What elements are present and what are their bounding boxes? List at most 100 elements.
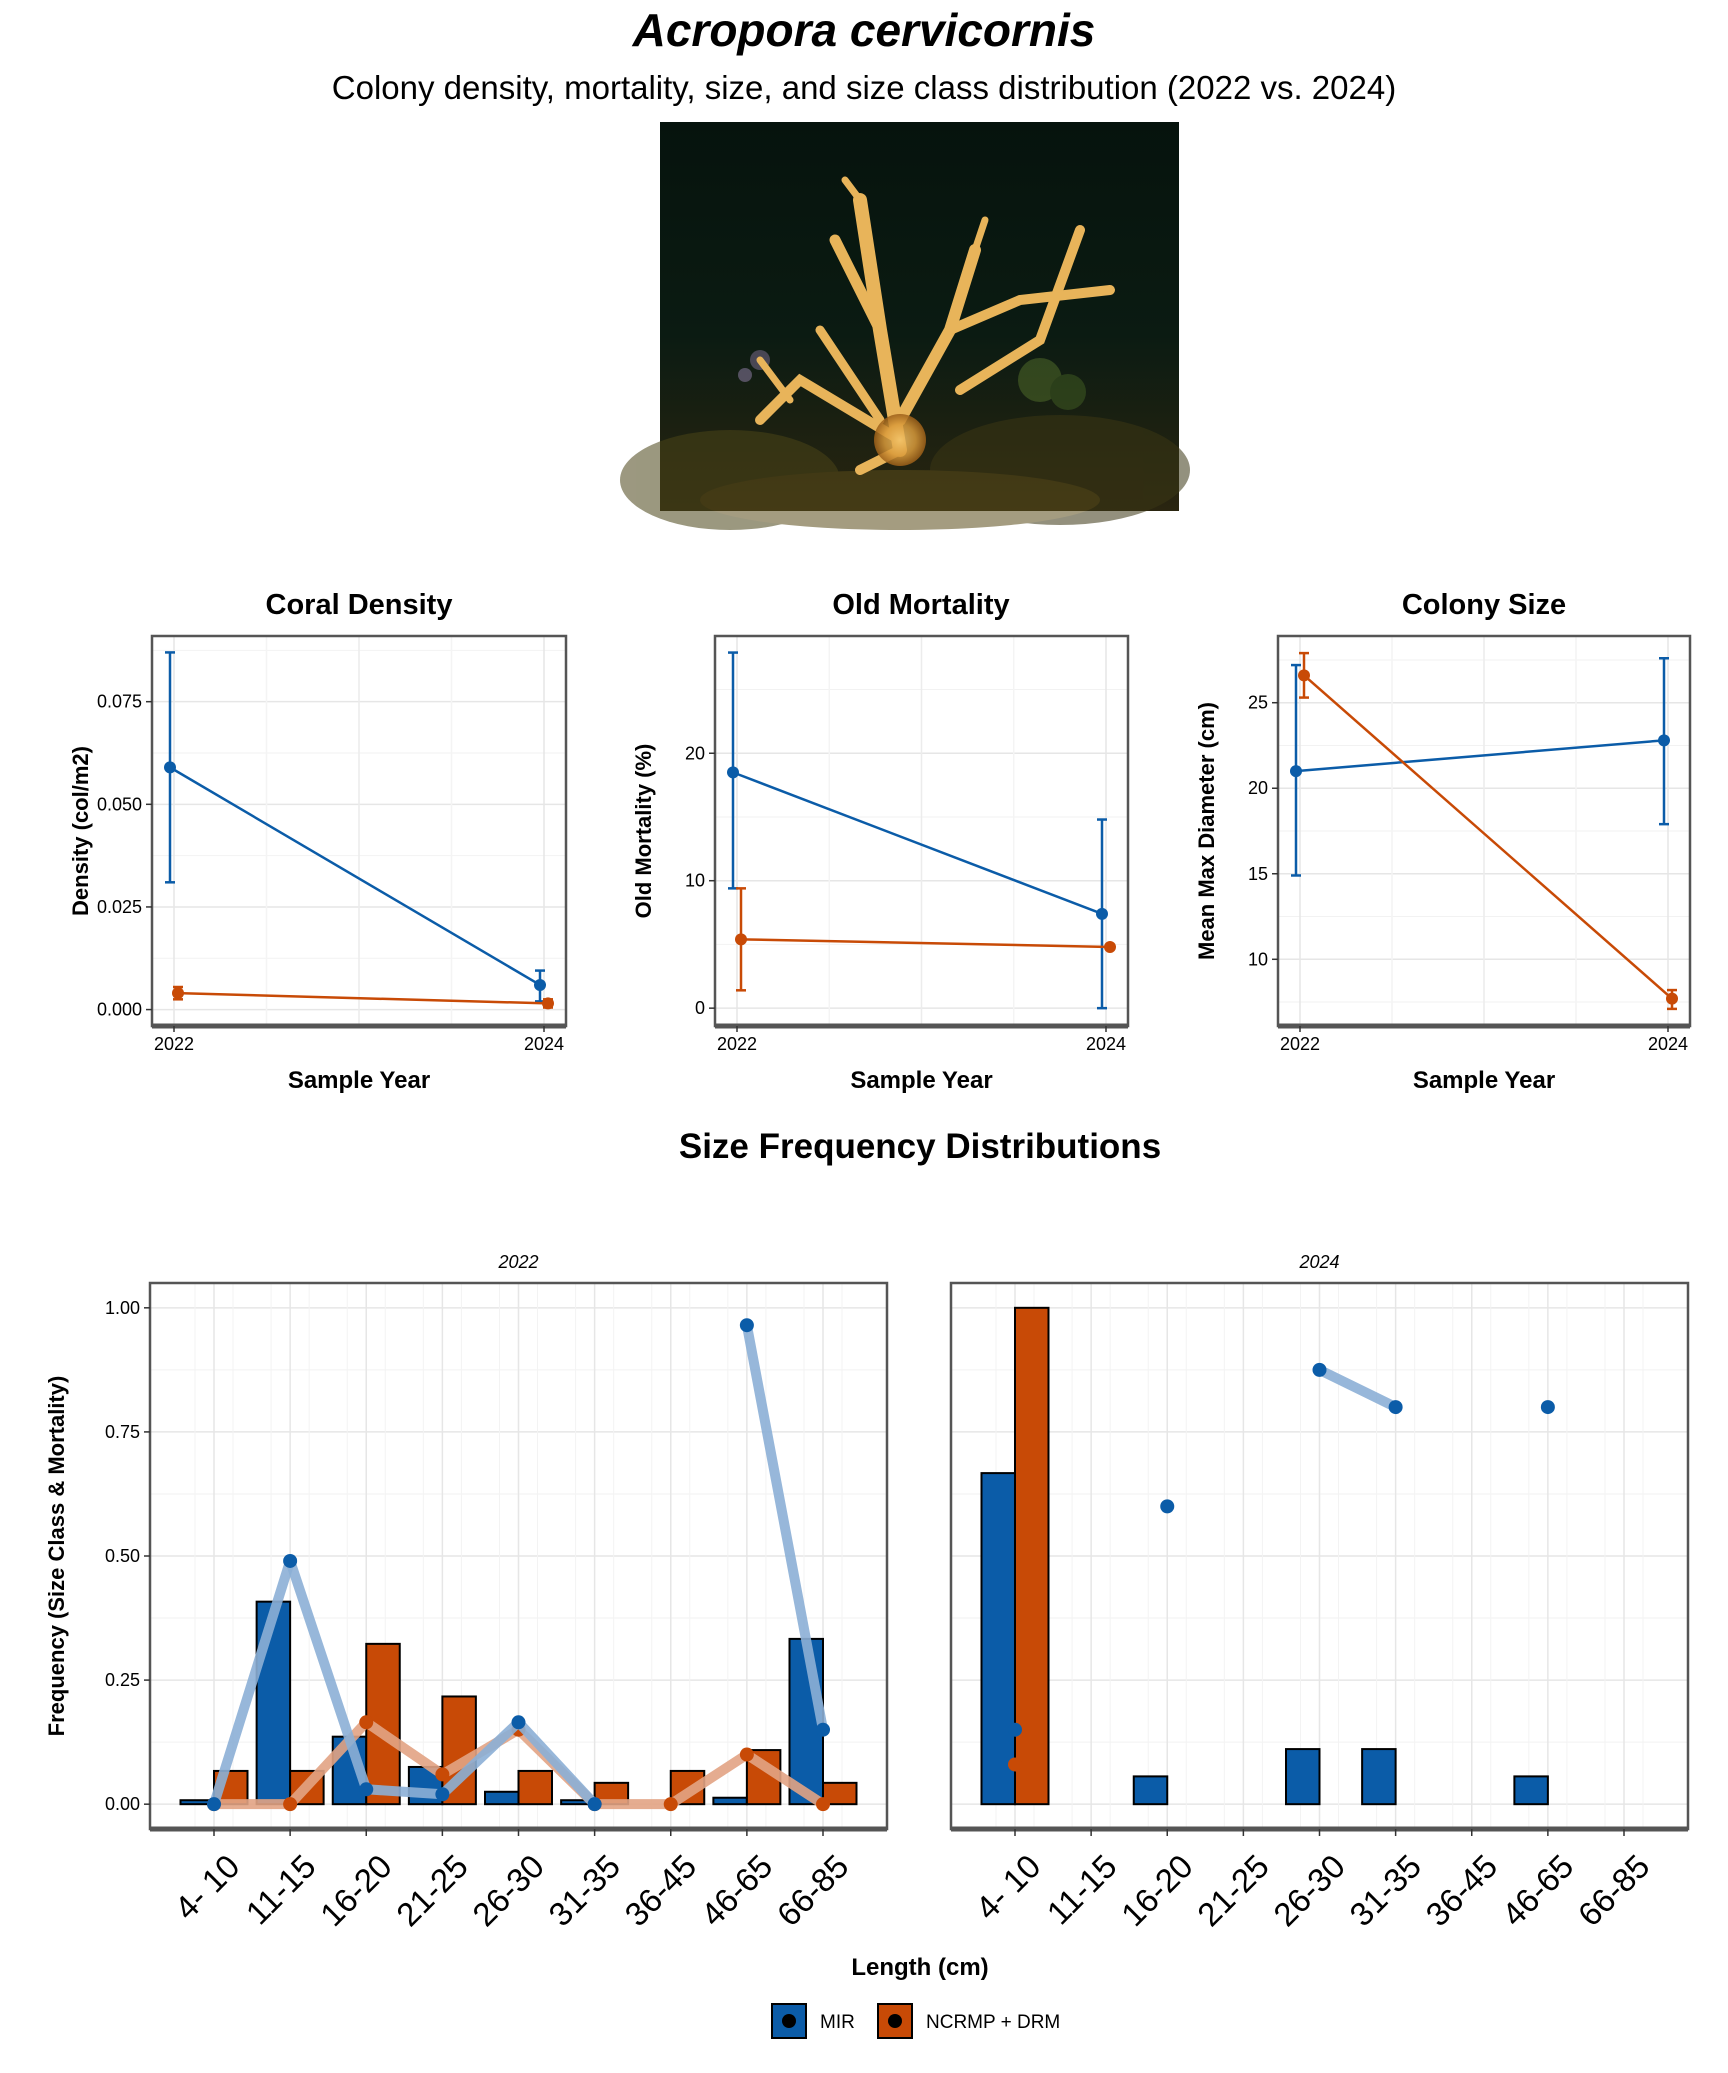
y-tick-label: 0: [695, 998, 705, 1018]
x-tick-label: 4- 10: [167, 1847, 246, 1926]
data-point: [727, 766, 739, 779]
figure-title: Acropora cervicornis: [632, 4, 1096, 56]
data-point: [1096, 907, 1108, 920]
mortality-line-mir: [437, 1717, 524, 1800]
bar-mir: [980, 1472, 1017, 1806]
data-point: [735, 933, 747, 946]
x-tick-label: 2024: [1648, 1034, 1688, 1054]
mortality-point-mir: [1160, 1499, 1175, 1514]
line-panel-3: 10 15 20 25 2022 2024 Colony Size Sample Year Me…: [1194, 589, 1692, 1094]
series-line: [169, 766, 541, 987]
x-axis-title: Sample Year: [850, 1067, 992, 1094]
y-tick-label: 0.50: [105, 1546, 140, 1566]
mortality-point-mir: [511, 1715, 526, 1730]
bar-mir: [255, 1600, 292, 1806]
data-point: [534, 978, 546, 991]
x-tick-label: 2024: [1086, 1034, 1126, 1054]
mortality-line-ncrmp-drm: [361, 1717, 448, 1780]
series-mir: [1290, 656, 1670, 877]
series-mir: [727, 651, 1108, 1010]
x-tick-label: 66-85: [770, 1847, 856, 1933]
y-tick-label: 0.75: [105, 1422, 140, 1442]
mortality-point-ncrmp-drm: [663, 1797, 678, 1812]
x-tick-label: 26-30: [465, 1847, 551, 1933]
mortality-point-mir: [1008, 1722, 1022, 1737]
mortality-point-mir: [1540, 1400, 1555, 1415]
x-tick-label: 21-25: [1190, 1847, 1276, 1933]
y-tick-label: 0.075: [97, 692, 142, 712]
mortality-line-mir: [513, 1717, 600, 1810]
section-title: Size Frequency Distributions: [679, 1127, 1161, 1166]
y-tick-label: 10: [1248, 949, 1268, 969]
data-point: [1658, 734, 1670, 747]
series-line: [732, 771, 1103, 916]
data-point: [1666, 992, 1678, 1005]
series-line: [1295, 739, 1665, 773]
y-tick-label: 10: [685, 871, 705, 891]
x-tick-label: 31-35: [541, 1847, 627, 1933]
panel-strip-label: 2024: [1298, 1252, 1339, 1272]
mortality-line-ncrmp-drm: [665, 1749, 752, 1810]
panel-strip-label: 2022: [497, 1252, 538, 1272]
x-tick-label: 11-15: [239, 1847, 323, 1931]
mortality-point-ncrmp-drm: [359, 1715, 374, 1730]
mortality-point-mir: [1312, 1362, 1327, 1377]
bar-mir: [1132, 1775, 1169, 1806]
series-line: [740, 938, 1111, 949]
data-point: [1104, 940, 1116, 953]
y-tick-label: 0.00: [105, 1794, 140, 1814]
panel-title: Coral Density: [266, 589, 453, 621]
y-tick-label: 0.050: [97, 794, 142, 814]
freq-y-axis-title: Frequency (Size Class & Mortality): [44, 1376, 69, 1737]
bar-mir: [1361, 1748, 1397, 1806]
mortality-point-ncrmp-drm: [435, 1767, 450, 1782]
series-line: [177, 991, 549, 1005]
x-tick-label: 46-65: [694, 1847, 780, 1933]
bar-mir: [712, 1796, 748, 1806]
mortality-point-mir: [283, 1553, 298, 1568]
mortality-point-mir: [816, 1722, 830, 1737]
y-tick-label: 20: [1248, 778, 1268, 798]
x-tick-label: 36-45: [1418, 1847, 1504, 1933]
y-tick-label: 0.000: [97, 1000, 142, 1020]
y-tick-label: 0.25: [105, 1670, 140, 1690]
panel-title: Colony Size: [1402, 589, 1566, 621]
x-tick-label: 2024: [524, 1034, 564, 1054]
mortality-point-ncrmp-drm: [739, 1747, 754, 1762]
bar-ncrmp-drm: [822, 1781, 858, 1806]
x-tick-label: 26-30: [1266, 1847, 1352, 1933]
bar-ncrmp-drm: [1014, 1306, 1050, 1806]
x-axis-title: Sample Year: [288, 1067, 430, 1094]
mortality-point-ncrmp-drm: [816, 1797, 830, 1812]
mortality-line-mir: [285, 1555, 372, 1795]
mortality-point-ncrmp-drm: [283, 1797, 298, 1812]
bar-mir: [1513, 1775, 1549, 1806]
data-point: [164, 761, 176, 774]
data-point: [1290, 765, 1302, 778]
mortality-point-mir: [359, 1782, 374, 1797]
mortality-line-mir: [1314, 1364, 1401, 1413]
x-tick-label: 16-20: [1114, 1847, 1200, 1933]
panel-title: Old Mortality: [832, 589, 1009, 621]
x-tick-label: 21-25: [389, 1847, 475, 1933]
mortality-point-mir: [435, 1787, 450, 1802]
coral-photo: [620, 122, 1190, 530]
bar-mir: [1285, 1748, 1321, 1806]
line-panel-1: 0.000 0.025 0.050 0.075 2022 2024 Coral Densit…: [68, 589, 568, 1094]
y-tick-label: 15: [1248, 864, 1268, 884]
y-axis-title: Old Mortality (%): [631, 744, 656, 919]
data-point: [542, 997, 554, 1010]
x-tick-label: 4- 10: [968, 1847, 1047, 1926]
mortality-line-ncrmp-drm: [741, 1749, 828, 1810]
bar-mir: [484, 1790, 520, 1806]
figure-subtitle: Colony density, mortality, size, and siz…: [332, 69, 1396, 106]
mortality-point-mir: [1388, 1400, 1403, 1415]
bar-ncrmp-drm: [517, 1769, 553, 1806]
legend-label-mir: MIR: [820, 2012, 855, 2033]
legend-key-dot: [782, 2014, 796, 2028]
x-tick-label: 36-45: [617, 1847, 703, 1933]
x-tick-label: 31-35: [1342, 1847, 1428, 1933]
mortality-point-mir: [207, 1797, 221, 1812]
y-tick-label: 25: [1248, 693, 1268, 713]
